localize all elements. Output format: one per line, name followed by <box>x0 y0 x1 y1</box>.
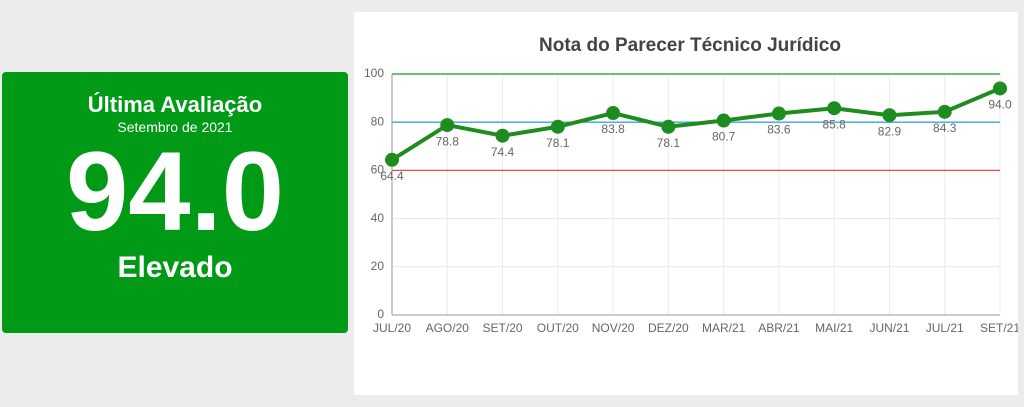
data-label: 83.8 <box>601 122 625 136</box>
point <box>937 104 952 119</box>
point <box>606 106 621 121</box>
point <box>550 119 565 134</box>
point <box>827 101 842 116</box>
data-label: 80.7 <box>712 130 736 144</box>
point <box>771 106 786 121</box>
data-label: 64.4 <box>380 169 404 183</box>
data-label: 85.8 <box>823 117 847 131</box>
data-label: 82.9 <box>878 124 902 138</box>
data-label: 84.3 <box>933 121 957 135</box>
card-score: 94.0 <box>66 129 284 254</box>
point <box>495 128 510 143</box>
card-title: Última Avaliação <box>87 92 263 117</box>
x-tick-label: SET/21 <box>980 321 1018 335</box>
y-tick-label: 40 <box>371 211 385 225</box>
x-tick-label: ABR/21 <box>758 321 800 335</box>
data-label: 78.1 <box>546 136 570 150</box>
x-tick-label: DEZ/20 <box>648 321 689 335</box>
y-tick-label: 100 <box>364 66 384 80</box>
chart: Nota do Parecer Técnico Jurídico 0 20 40 60… <box>364 35 1020 335</box>
data-label: 94.0 <box>988 98 1012 112</box>
x-tick-label: JUN/21 <box>869 321 909 335</box>
point <box>440 118 455 133</box>
point <box>993 81 1007 96</box>
point <box>661 119 676 134</box>
y-tick-label: 0 <box>377 307 384 321</box>
x-tick-label: MAI/21 <box>815 321 853 335</box>
x-tick-label: AGO/20 <box>426 321 470 335</box>
x-tick-label: JUL/21 <box>926 321 964 335</box>
x-tick-label: SET/20 <box>483 321 523 335</box>
y-tick-label: 80 <box>371 114 385 128</box>
data-label: 78.8 <box>436 134 460 148</box>
card-level: Elevado <box>117 251 233 284</box>
data-label: 74.4 <box>491 145 515 159</box>
point <box>882 108 897 123</box>
data-label: 83.6 <box>767 123 791 137</box>
x-tick-label: OUT/20 <box>537 321 579 335</box>
series-line <box>390 86 1001 162</box>
card-subtitle: Setembro de 2021 <box>117 119 233 135</box>
data-label: 78.1 <box>657 136 681 150</box>
point <box>716 113 731 128</box>
x-tick-label: JUL/20 <box>373 321 411 335</box>
x-tick-label: NOV/20 <box>592 321 635 335</box>
score-card: Última Avaliação Setembro de 2021 94.0 E… <box>2 72 348 333</box>
x-tick-label: MAR/21 <box>702 321 746 335</box>
chart-panel: Nota do Parecer Técnico Jurídico 0 20 40 60… <box>354 12 1020 395</box>
y-tick-label: 60 <box>371 163 385 177</box>
chart-title: Nota do Parecer Técnico Jurídico <box>539 35 841 56</box>
y-tick-label: 20 <box>371 259 385 273</box>
point <box>385 152 399 167</box>
